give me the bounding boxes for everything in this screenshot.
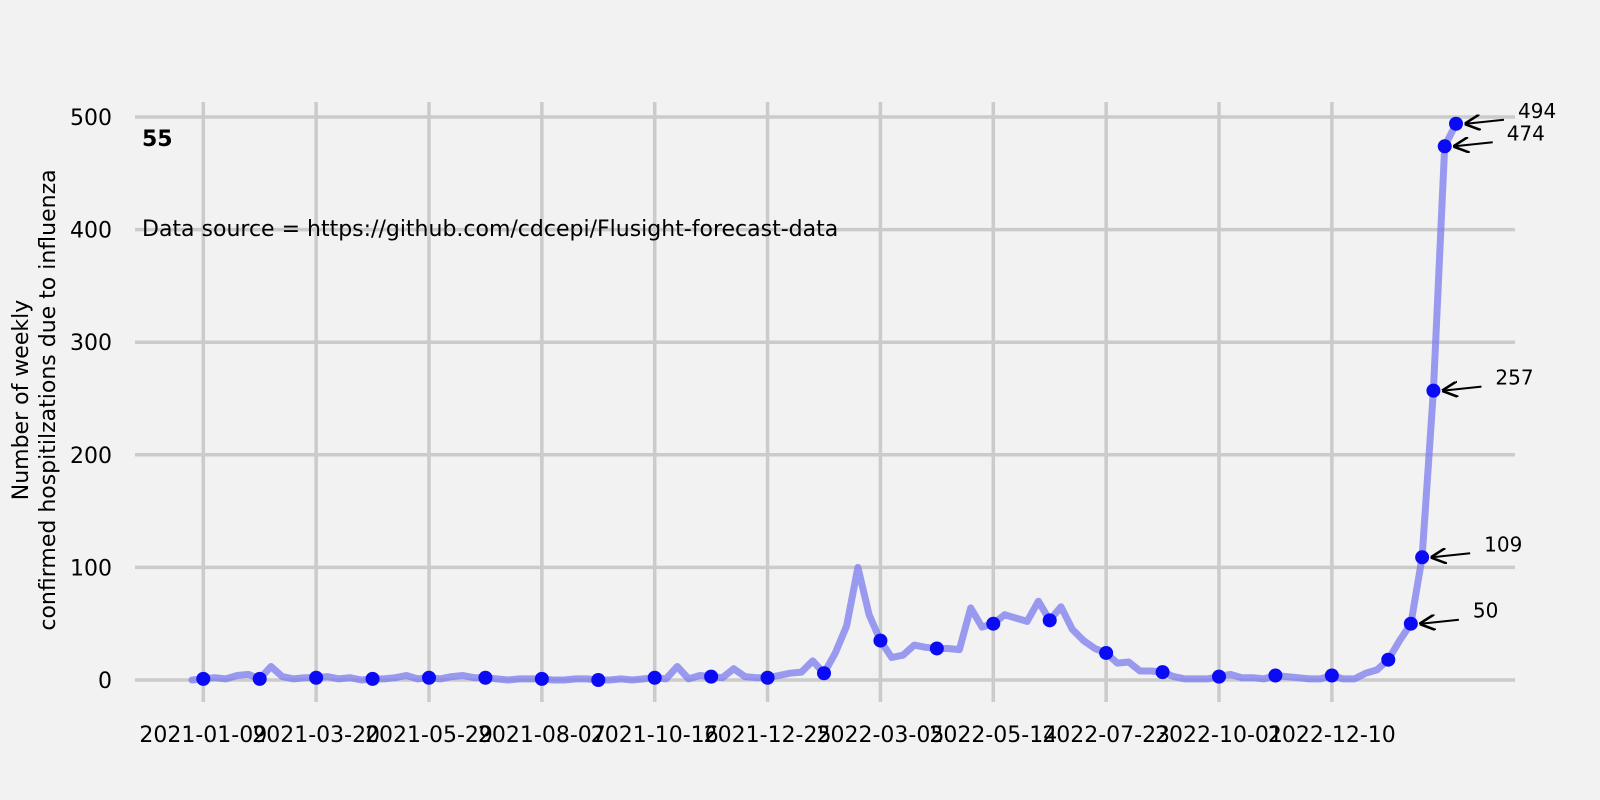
y-tick-label: 0 [98, 669, 112, 694]
data-point-marker [1212, 669, 1226, 684]
x-tick-label: 2021-01-09 [139, 723, 267, 748]
x-tick-label: 2021-12-25 [704, 723, 832, 748]
annotation-arrow [1455, 142, 1493, 146]
annotation-label: 109 [1484, 532, 1522, 556]
annotation-label: 50 [1473, 599, 1498, 623]
data-point-marker [1042, 613, 1057, 628]
data-point-marker [1437, 139, 1452, 154]
annotation-label: 494 [1518, 99, 1556, 123]
x-tick-label: 2021-08-07 [478, 723, 606, 748]
data-point-marker [1268, 668, 1283, 683]
y-axis-title-line: confirmed hospitilzations due to influen… [36, 169, 61, 630]
y-axis-title-line: Number of weekly [9, 300, 34, 501]
data-point-marker [817, 666, 831, 681]
x-tick-label: 2022-05-14 [929, 723, 1057, 748]
grid [135, 102, 1515, 702]
data-point-marker [1426, 383, 1441, 398]
annotation-arrow [1466, 120, 1505, 124]
data-point-marker [873, 633, 888, 648]
data-point-marker [1449, 116, 1463, 131]
y-tick-label: 500 [70, 106, 112, 131]
data-point-marker [1324, 668, 1339, 683]
data-point-marker [1415, 550, 1430, 565]
data-point-marker [422, 670, 436, 685]
y-tick-label: 400 [70, 219, 112, 244]
x-tick-label: 2022-03-05 [816, 723, 944, 748]
data-point-marker [647, 670, 662, 685]
data-source-note: Data source = https://github.com/cdcepi/… [142, 217, 838, 242]
x-tick-label: 2021-10-16 [591, 723, 719, 748]
x-tick-labels: 2021-01-092021-03-202021-05-292021-08-07… [139, 723, 1395, 748]
corner-label: 55 [142, 127, 173, 152]
x-tick-label: 2021-03-20 [252, 723, 380, 748]
data-point-marker [1155, 665, 1170, 680]
data-point-marker [704, 669, 719, 684]
series-markers [196, 116, 1463, 687]
data-point-marker [309, 670, 324, 685]
data-point-marker [986, 616, 1001, 631]
data-point-marker [591, 673, 606, 687]
annotation-arrow [1443, 387, 1482, 391]
data-point-marker [196, 671, 211, 686]
x-tick-label: 2022-10-01 [1155, 723, 1283, 748]
x-tick-label: 2022-07-23 [1042, 723, 1170, 748]
y-tick-labels: 0 100 200 300 400 500 [70, 106, 112, 694]
data-point-marker [760, 670, 775, 685]
y-tick-label: 100 [70, 556, 112, 581]
data-point-marker [252, 671, 267, 686]
annotation-label: 257 [1495, 366, 1533, 390]
y-tick-label: 300 [70, 331, 112, 356]
annotation-label: 474 [1507, 121, 1545, 145]
y-axis-title: Number of weeklyconfirmed hospitilzation… [9, 169, 61, 630]
x-tick-label: 2022-12-10 [1268, 723, 1396, 748]
annotation-arrow [1421, 620, 1459, 624]
data-point-marker [1381, 652, 1396, 667]
series-line [188, 120, 1460, 684]
data-point-marker [534, 671, 549, 686]
data-point-marker [1099, 645, 1114, 660]
annotation-arrow [1432, 553, 1471, 557]
y-tick-label: 200 [70, 444, 112, 469]
data-point-marker [929, 641, 944, 656]
data-point-marker [1403, 616, 1418, 631]
x-tick-label: 2021-05-29 [365, 723, 493, 748]
data-point-marker [478, 670, 493, 685]
data-point-marker [365, 671, 380, 686]
